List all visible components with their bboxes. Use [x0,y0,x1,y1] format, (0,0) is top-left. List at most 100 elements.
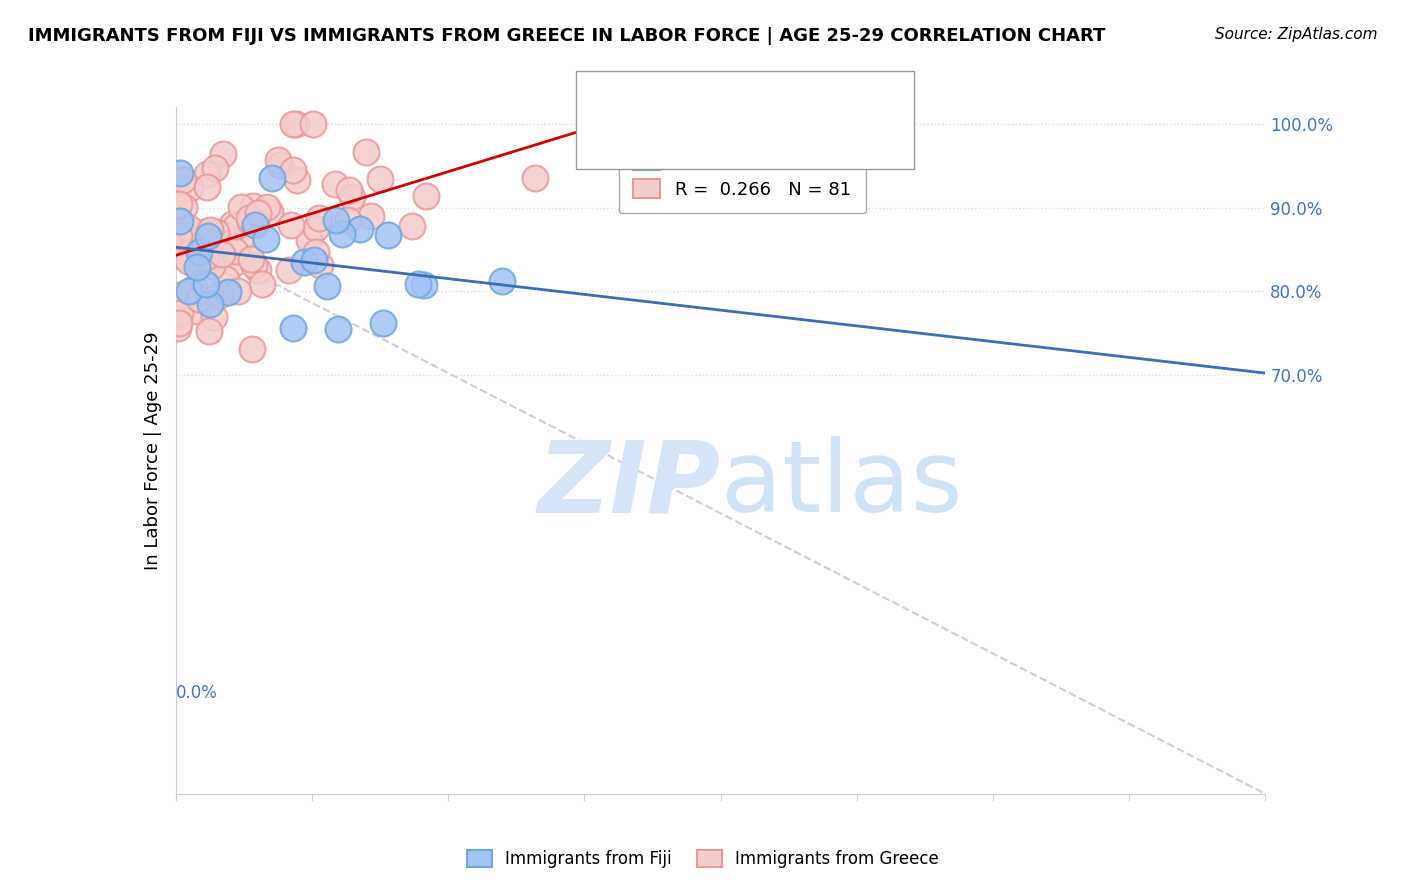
Point [301,117,323,131]
Point [330,227,353,241]
Point [169,166,191,180]
Point [229,200,252,214]
Point [202,310,225,324]
Point [298,233,321,247]
Point [309,258,332,272]
Point [415,189,437,203]
Legend: R = -0.352   N = 25, R =  0.266   N = 81: R = -0.352 N = 25, R = 0.266 N = 81 [619,136,866,213]
Point [200,222,222,236]
Point [269,158,291,172]
Point [349,222,371,236]
Point [224,256,246,270]
Point [238,211,260,226]
Point [197,324,219,338]
Text: atlas: atlas [721,436,962,533]
Point [256,200,278,214]
Point [169,197,191,211]
Point [285,117,308,131]
Point [169,214,191,228]
Point [259,204,281,219]
Point [217,285,239,299]
Point [336,213,359,227]
Y-axis label: In Labor Force | Age 25-29: In Labor Force | Age 25-29 [143,331,162,570]
Point [413,277,436,292]
Point [167,321,190,335]
Point [172,249,194,263]
Point [188,292,211,306]
Point [281,321,304,335]
Point [174,220,197,235]
Point [360,210,382,224]
Point [208,288,231,302]
Point [186,304,208,318]
Point [179,221,201,235]
Point [195,167,218,181]
Point [406,277,429,292]
Point [262,171,284,186]
Point [173,200,195,214]
Point [188,244,211,259]
Point [254,231,277,245]
Point [228,234,250,248]
Point [167,229,190,244]
Point [323,177,346,191]
Point [242,199,264,213]
Point [305,245,328,260]
Point [173,287,195,301]
Point [197,228,219,243]
Point [193,235,215,249]
Point [183,235,205,249]
Point [302,252,325,267]
Text: 0.0%: 0.0% [176,684,218,702]
Point [179,181,201,195]
Point [195,180,218,194]
Point [356,145,378,159]
Point [214,272,236,286]
Point [205,226,228,240]
Point [225,219,247,233]
Point [245,218,267,232]
Point [523,171,546,186]
Point [247,205,270,219]
Point [186,260,208,275]
Point [197,224,219,238]
Point [246,262,269,277]
Point [328,322,350,336]
Point [280,218,302,232]
Point [194,250,217,264]
Point [194,225,217,239]
Point [377,227,399,242]
Point [179,285,201,299]
Point [285,173,308,187]
Point [283,163,305,178]
Point [304,221,326,235]
Point [200,250,222,264]
Point [371,316,394,330]
Point [245,216,267,230]
Text: ZIP: ZIP [537,436,721,533]
Point [204,161,226,175]
Point [308,211,330,226]
Point [267,153,290,168]
Point [169,306,191,320]
Point [200,296,222,310]
Point [491,274,513,288]
Point [250,277,273,291]
Point [239,252,262,266]
Point [337,183,360,197]
Point [211,247,233,261]
Point [193,245,215,260]
Point [212,147,235,161]
Point [239,215,262,229]
Point [292,254,315,268]
Point [226,285,249,299]
Point [240,343,263,357]
Point [177,254,200,268]
Point [167,317,190,331]
Point [340,190,363,204]
Point [183,281,205,295]
Point [325,212,347,227]
Legend: Immigrants from Fiji, Immigrants from Greece: Immigrants from Fiji, Immigrants from Gr… [460,843,946,875]
Text: Source: ZipAtlas.com: Source: ZipAtlas.com [1215,27,1378,42]
Point [316,279,339,293]
